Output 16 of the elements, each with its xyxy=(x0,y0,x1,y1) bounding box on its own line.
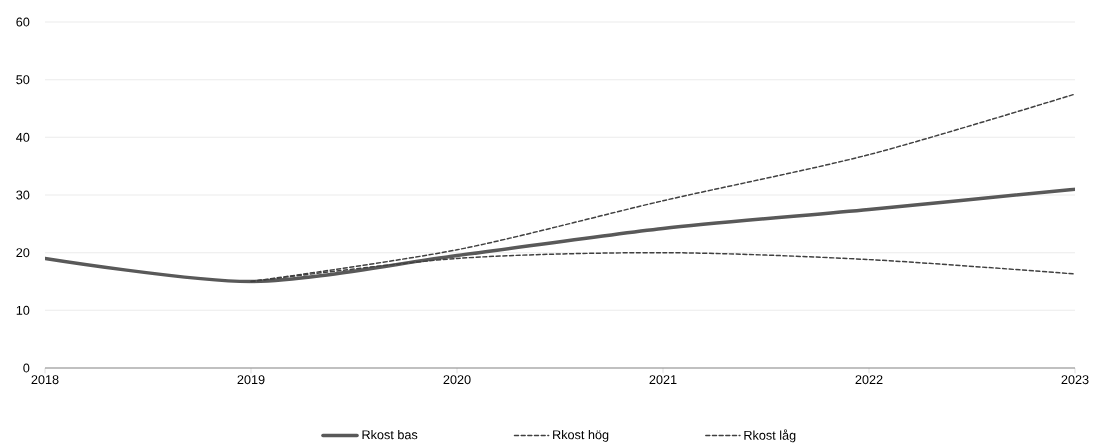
x-tick-label: 2021 xyxy=(649,375,677,385)
x-tick-label: 2023 xyxy=(1061,375,1089,385)
y-tick-label: 10 xyxy=(16,305,30,315)
x-tick-label: 2018 xyxy=(31,375,59,385)
y-tick-label: 30 xyxy=(16,190,30,200)
legend-label: Rkost hög xyxy=(553,429,609,442)
x-tick-label: 2020 xyxy=(443,375,471,385)
y-tick-label: 20 xyxy=(16,248,30,258)
x-tick-label: 2019 xyxy=(237,375,265,385)
y-tick-label: 60 xyxy=(16,17,30,27)
legend-label: Rkost bas xyxy=(362,429,418,440)
legend-label: Rkost låg xyxy=(744,429,796,443)
y-tick-label: 40 xyxy=(16,132,30,142)
x-tick-label: 2022 xyxy=(855,375,883,385)
y-tick-label: 50 xyxy=(16,75,30,85)
y-tick-label: 0 xyxy=(23,363,30,373)
